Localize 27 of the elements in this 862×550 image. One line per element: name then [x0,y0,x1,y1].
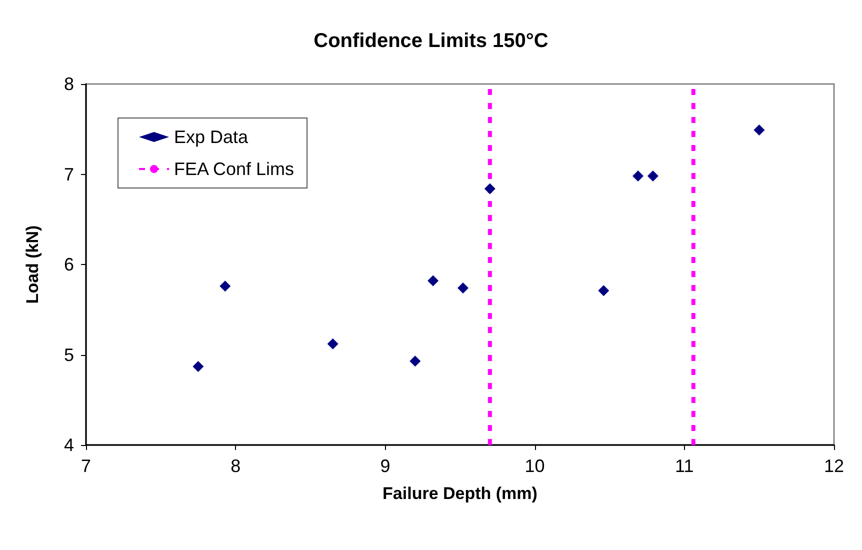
x-tick-label: 12 [824,456,844,476]
chart-title: Confidence Limits 150°C [314,30,548,52]
point [632,170,644,182]
x-tick-label: 8 [230,456,241,476]
y-tick-label: 6 [64,254,74,274]
x-tick-label: 7 [80,456,92,476]
x-tick-label: 11 [675,456,694,476]
point [428,275,439,286]
legend-label: FEA Conf Lims [174,159,294,179]
point [457,282,468,294]
point [647,170,658,182]
point [220,280,231,292]
y-tick-label: 8 [64,74,74,94]
x-tick-label: 9 [380,456,390,476]
legend-label: Exp Data [174,127,250,147]
x-tick-label: 10 [524,456,545,476]
point [598,285,610,296]
point [192,360,204,372]
y-axis-title: Load (kN) [23,225,42,304]
y-tick-label: 5 [64,344,74,365]
point [754,124,765,136]
y-tick-label: 7 [64,164,74,184]
x-axis-title: Failure Depth (mm) [382,484,538,503]
y-tick-label: 4 [64,435,74,455]
point [327,338,338,350]
point [484,183,496,194]
point [410,356,421,367]
